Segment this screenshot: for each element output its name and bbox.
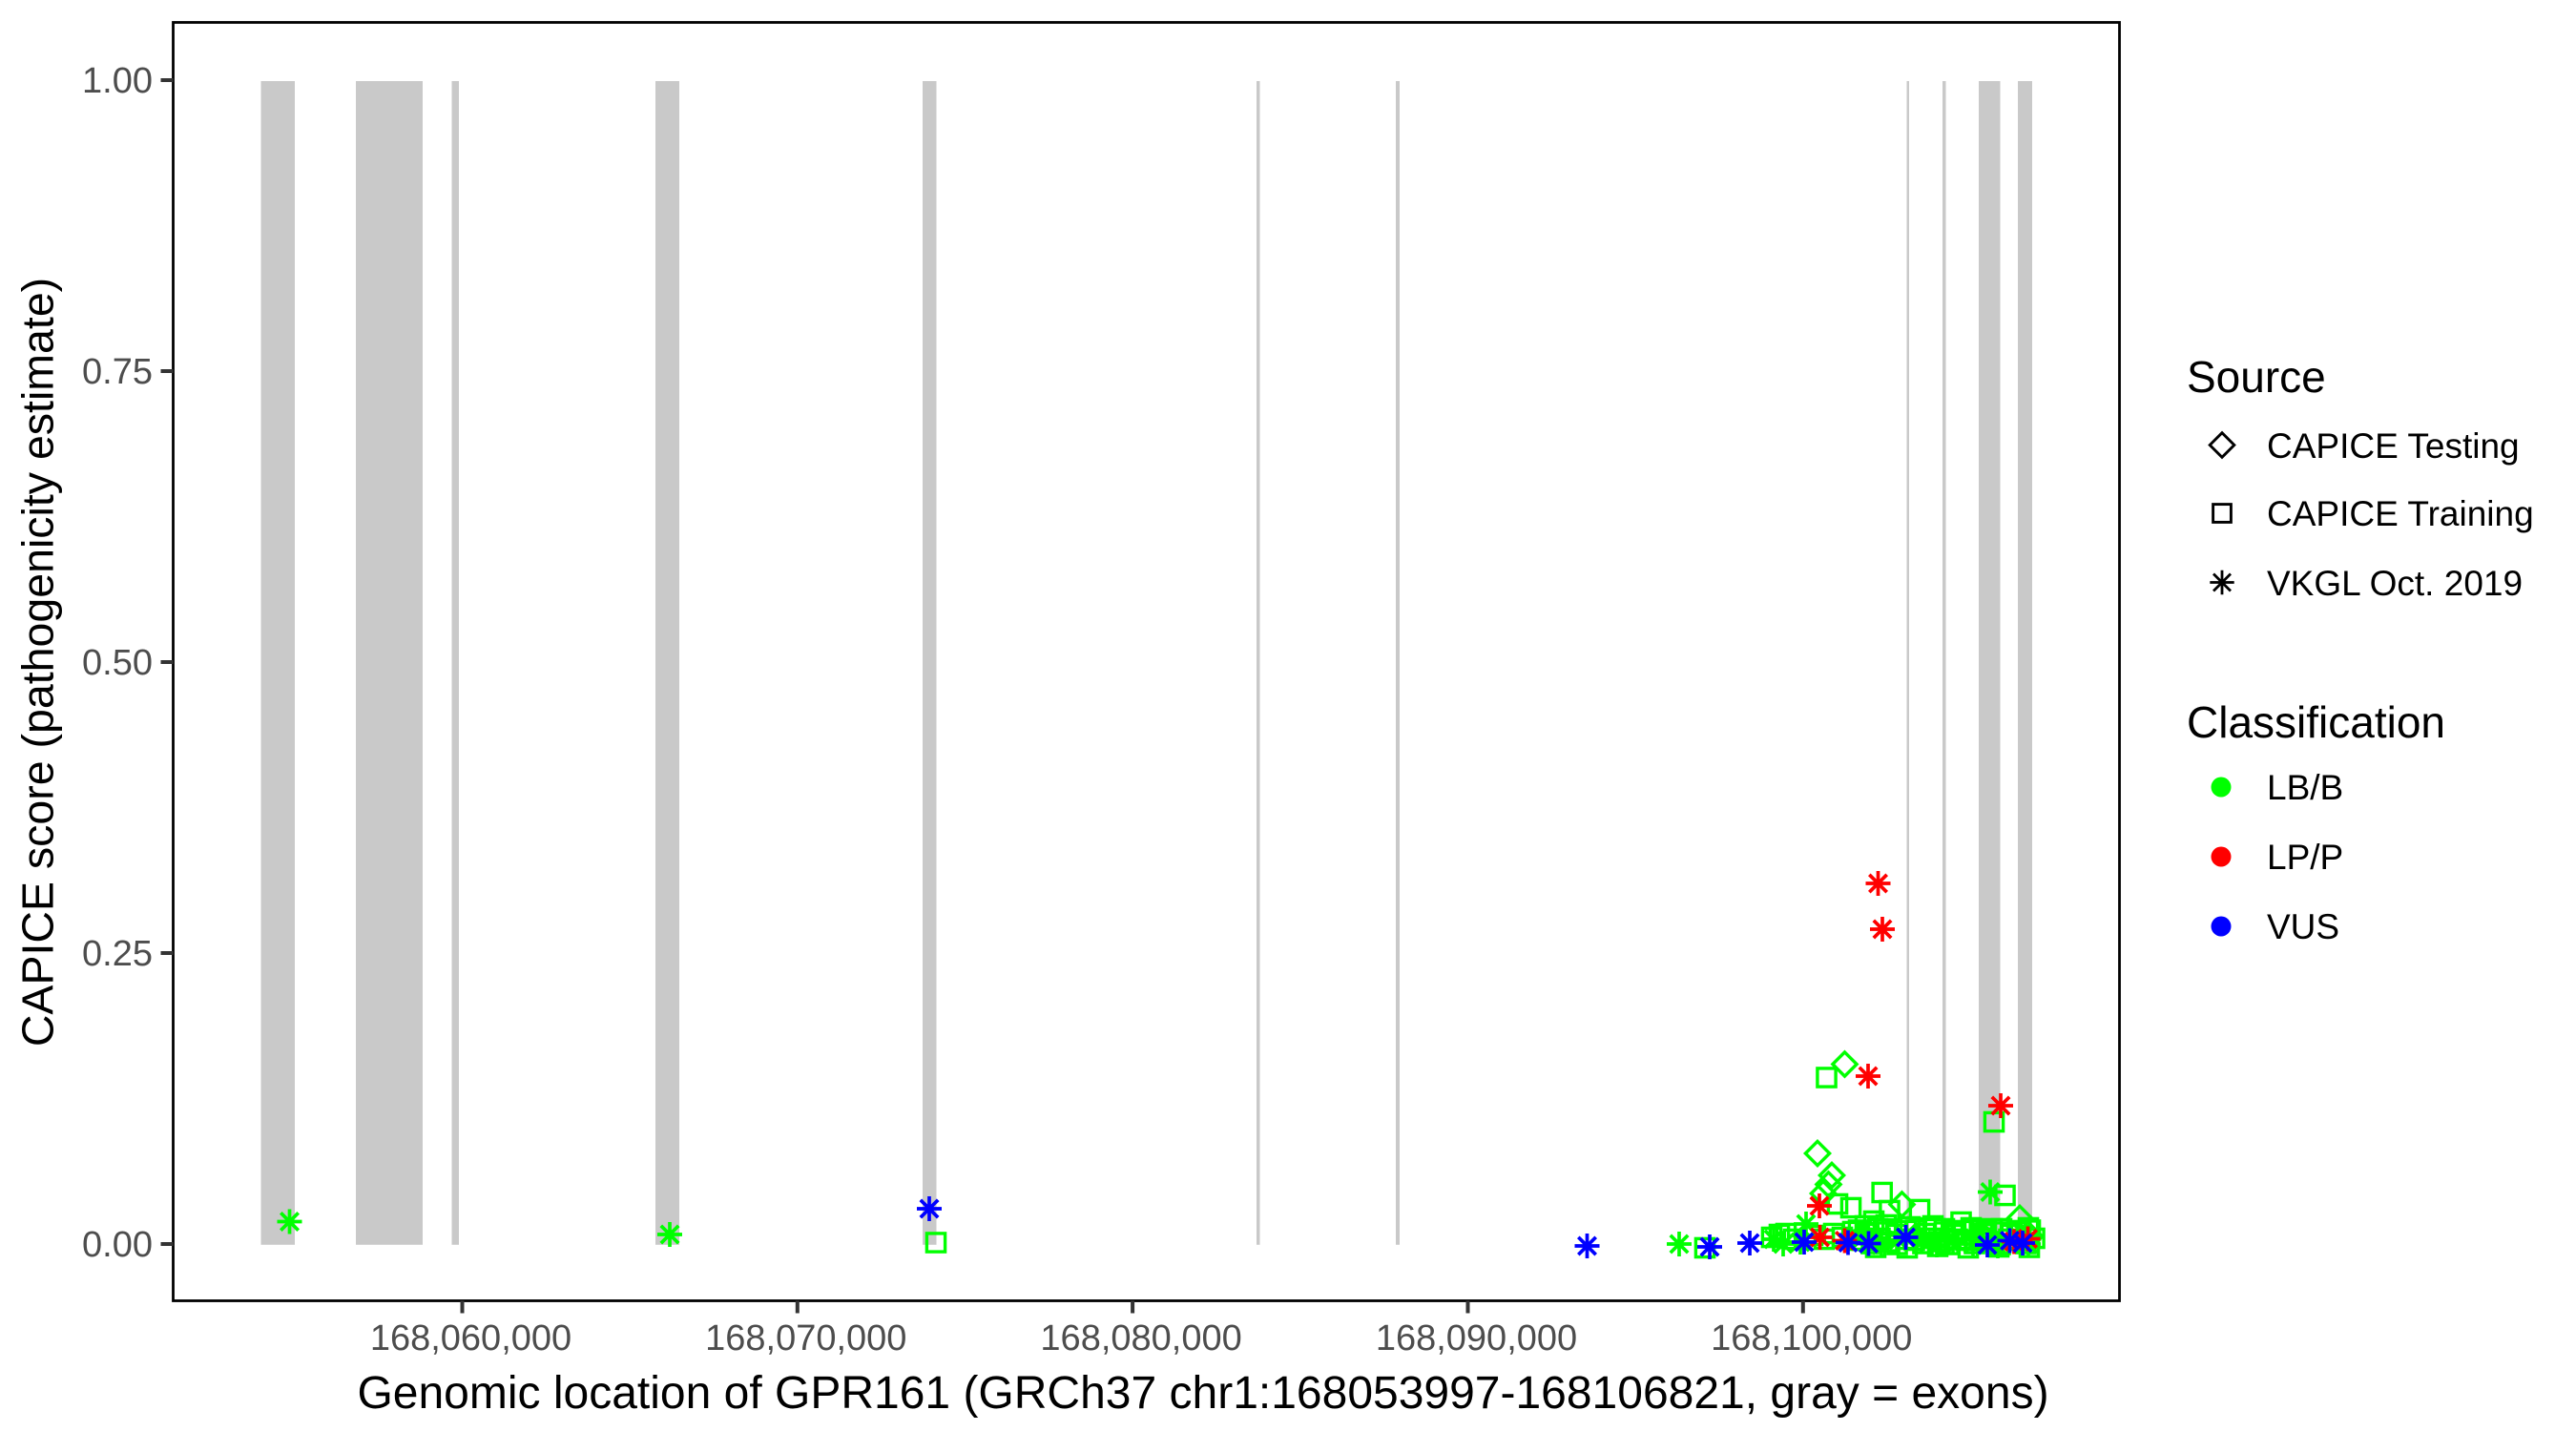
svg-text:0.25: 0.25 [82,934,153,974]
svg-text:VUS: VUS [2267,907,2339,946]
svg-text:Classification: Classification [2187,697,2445,747]
svg-text:0.75: 0.75 [82,352,153,392]
svg-text:168,090,000: 168,090,000 [1376,1318,1577,1358]
svg-text:VKGL Oct. 2019: VKGL Oct. 2019 [2267,564,2523,603]
svg-text:Source: Source [2187,352,2326,402]
svg-text:168,080,000: 168,080,000 [1040,1318,1241,1358]
svg-text:0.00: 0.00 [82,1225,153,1265]
svg-text:0.50: 0.50 [82,643,153,683]
svg-text:1.00: 1.00 [82,61,153,101]
svg-text:Genomic location of GPR161 (GR: Genomic location of GPR161 (GRCh37 chr1:… [357,1368,2048,1419]
svg-text:LB/B: LB/B [2267,768,2343,807]
svg-text:CAPICE Training: CAPICE Training [2267,494,2534,533]
svg-text:168,100,000: 168,100,000 [1711,1318,1912,1358]
svg-text:LP/P: LP/P [2267,838,2343,877]
svg-text:CAPICE Testing: CAPICE Testing [2267,426,2520,466]
svg-text:168,060,000: 168,060,000 [370,1318,571,1358]
svg-text:CAPICE score (pathogenicity es: CAPICE score (pathogenicity estimate) [13,278,63,1047]
svg-text:168,070,000: 168,070,000 [705,1318,906,1358]
